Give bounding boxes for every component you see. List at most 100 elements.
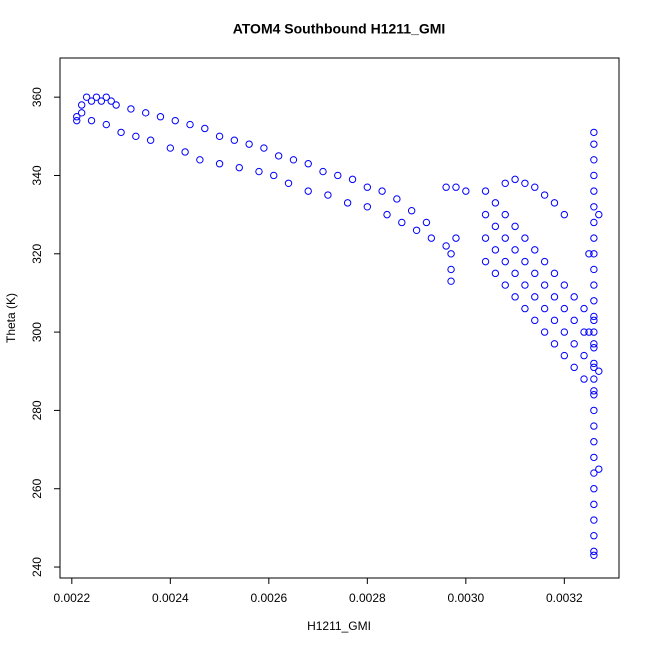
point	[550, 316, 559, 325]
point	[540, 281, 549, 289]
point	[334, 171, 342, 180]
point	[117, 128, 125, 137]
point	[511, 222, 519, 231]
x-tick-label: 0.0026	[250, 591, 287, 605]
point	[570, 293, 578, 301]
point	[102, 93, 110, 101]
point	[393, 195, 401, 203]
point	[590, 547, 598, 556]
point	[570, 340, 578, 348]
point	[92, 93, 101, 101]
point	[590, 387, 598, 395]
y-tick-label: 360	[30, 87, 44, 107]
point	[201, 124, 209, 133]
point	[540, 191, 549, 199]
point	[343, 199, 352, 207]
point	[585, 250, 593, 258]
point	[196, 156, 204, 164]
point	[531, 246, 539, 254]
point	[560, 281, 569, 289]
point	[481, 210, 490, 219]
point	[590, 250, 598, 258]
point	[452, 183, 460, 191]
x-tick-label: 0.0032	[546, 591, 583, 605]
point	[501, 257, 509, 266]
point	[284, 179, 293, 188]
point	[481, 257, 490, 266]
plot-frame	[59, 57, 620, 579]
point	[550, 199, 559, 207]
point	[141, 109, 150, 117]
point	[270, 171, 278, 180]
point	[590, 316, 598, 325]
point	[521, 179, 529, 188]
point	[590, 469, 598, 477]
point	[73, 113, 81, 121]
point	[590, 156, 598, 164]
point	[521, 234, 529, 242]
point	[501, 179, 509, 188]
point	[580, 304, 588, 313]
point	[363, 203, 372, 211]
point	[77, 109, 86, 117]
point	[255, 167, 263, 176]
point	[580, 328, 588, 336]
point	[590, 128, 598, 137]
x-tick-label: 0.0022	[53, 591, 90, 605]
point	[87, 97, 96, 105]
point	[102, 120, 110, 129]
point	[550, 340, 559, 348]
x-tick-label: 0.0030	[447, 591, 484, 605]
y-tick-label: 340	[30, 165, 44, 185]
point	[215, 132, 224, 141]
point	[590, 359, 598, 368]
point	[550, 293, 559, 301]
point	[442, 183, 450, 191]
point	[171, 116, 179, 125]
point	[511, 269, 519, 278]
point	[595, 210, 603, 219]
y-tick-label: 240	[30, 557, 44, 577]
point	[363, 183, 372, 191]
point	[531, 183, 539, 191]
point	[590, 422, 598, 430]
point	[531, 293, 539, 301]
point	[590, 406, 598, 415]
point	[521, 257, 529, 266]
point	[491, 246, 500, 254]
point	[590, 391, 598, 399]
point	[521, 281, 529, 289]
point	[186, 120, 194, 129]
point	[112, 101, 120, 109]
y-tick-label: 300	[30, 322, 44, 342]
point	[422, 218, 431, 227]
point	[585, 328, 593, 336]
point	[274, 152, 283, 160]
point	[215, 160, 224, 168]
point	[590, 340, 598, 348]
point	[447, 277, 455, 285]
point	[82, 93, 91, 101]
y-tick-label: 320	[30, 243, 44, 263]
point	[511, 246, 519, 254]
point	[560, 210, 569, 219]
point	[442, 242, 450, 250]
point	[412, 226, 421, 234]
point	[427, 234, 436, 242]
point	[590, 532, 598, 540]
point	[590, 187, 598, 195]
point	[531, 316, 539, 325]
point	[447, 265, 455, 274]
x-axis-label: H1211_GMI	[307, 619, 371, 633]
point	[481, 234, 490, 242]
point	[540, 304, 549, 313]
point	[590, 297, 598, 305]
point	[132, 132, 140, 141]
point	[595, 367, 603, 375]
point	[590, 516, 598, 524]
point	[531, 269, 539, 278]
point	[481, 187, 490, 195]
point	[590, 453, 598, 462]
